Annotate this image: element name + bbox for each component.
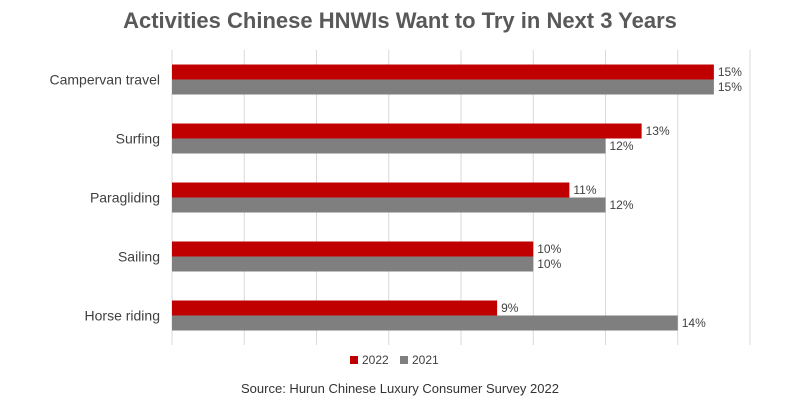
source-note: Source: Hurun Chinese Luxury Consumer Su… [241, 381, 559, 396]
labels: Campervan travel 15%15% Surfing 13% 12% Parag… [50, 65, 743, 330]
bar-2021 [172, 197, 606, 213]
category-label: Horse riding [85, 308, 160, 324]
bar-2022 [172, 123, 642, 139]
bar-2021 [172, 79, 714, 95]
chart-title: Activities Chinese HNWIs Want to Try in … [123, 8, 677, 33]
legend-label: 2021 [412, 353, 439, 367]
data-label: 10% [537, 242, 561, 256]
bar-2022 [172, 64, 714, 80]
bar-2022 [172, 182, 570, 198]
data-label: 15% [718, 80, 742, 94]
legend: 2022 2021 [350, 353, 439, 367]
category-label: Sailing [118, 249, 160, 265]
category-label: Surfing [116, 131, 160, 147]
data-label: 12% [610, 139, 634, 153]
category-label: Campervan travel [50, 72, 161, 88]
bar-2021 [172, 138, 606, 154]
bar-2022 [172, 241, 534, 257]
data-label: 13% [646, 124, 670, 138]
bars [172, 64, 714, 331]
data-label: 15% [718, 65, 742, 79]
bar-2022 [172, 300, 498, 316]
bar-2021 [172, 315, 678, 331]
data-label: 9% [501, 301, 519, 315]
data-label: 14% [682, 316, 706, 330]
legend-swatch [400, 356, 408, 364]
data-label: 10% [537, 257, 561, 271]
data-label: 11% [573, 183, 596, 197]
legend-swatch [350, 356, 358, 364]
bar-2021 [172, 256, 534, 272]
data-label: 12% [610, 198, 634, 212]
category-label: Paragliding [90, 190, 160, 206]
legend-label: 2022 [362, 353, 389, 367]
